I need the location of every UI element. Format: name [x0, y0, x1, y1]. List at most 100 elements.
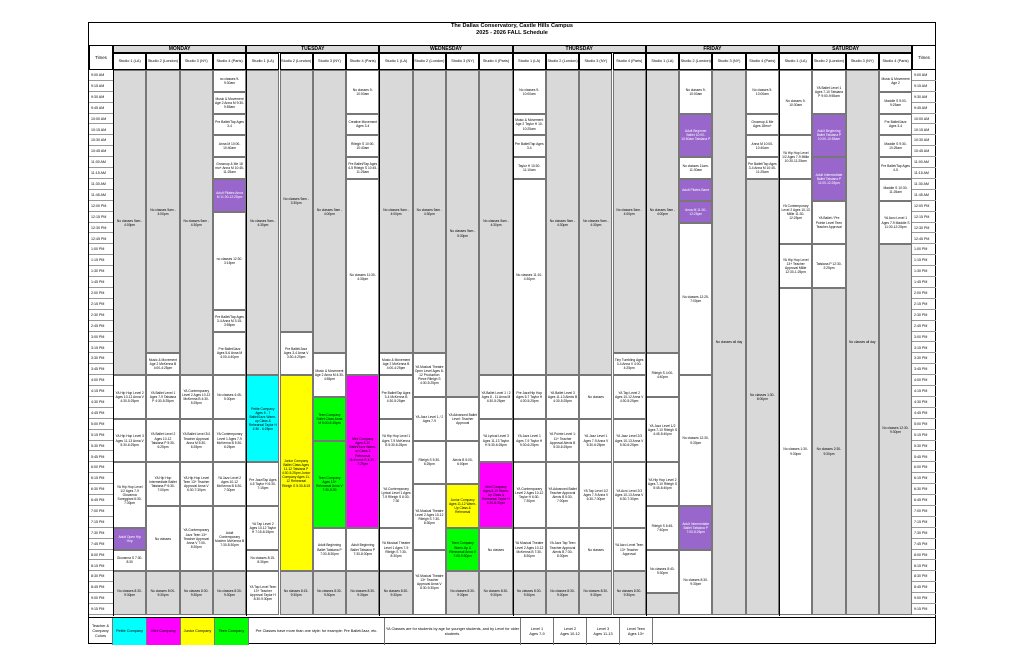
time-label: 12:30 PM — [912, 223, 936, 234]
time-label: 9:15 PM — [89, 604, 113, 615]
class-cell: No classes 8:15-8:30pm — [246, 549, 280, 572]
day-header-thursday: THURSDAY — [512, 45, 646, 53]
class-cell: Grownup & Me 18 mo+ Anna M 10:45-11:25am — [212, 157, 247, 179]
company-swatch: Petite Company — [113, 618, 147, 645]
class-cell: No classes 4:45-5:30pm — [212, 375, 247, 419]
footer: Teacher & Company Colors Petite Company M… — [89, 617, 935, 645]
time-label: 5:45 PM — [912, 452, 936, 463]
day-header-monday: MONDAY — [113, 45, 247, 53]
class-cell: No classes — [479, 527, 513, 572]
class-cell: YA Hip Hop Level 1/2 Ages 7-9 Millie 10:… — [779, 135, 813, 179]
time-label: 8:00 PM — [912, 550, 936, 561]
time-label: 5:30 PM — [89, 441, 113, 452]
class-cell: No classes 9am - 4:30pm — [412, 70, 446, 354]
studio-header: Studio 2 (London) — [146, 53, 180, 70]
class-cell: YA Contemporary Lyrical Level 1 Ages 7-9… — [379, 462, 413, 528]
class-cell: No classes 8:30-9:30pm — [113, 571, 147, 615]
class-cell: Music & Movement Age 2 Taylor H 10-10:25… — [512, 113, 546, 136]
class-cell: YA Jazz Level 1/2 Ages 7-10 Rileigh S 4:… — [645, 397, 680, 463]
class-cell: Pre Jazz/Hip Hop Ages 5-7 Taylor H 4:30-… — [512, 375, 546, 419]
page-subtitle: 2025 - 2026 FALL Schedule — [476, 30, 548, 36]
studio-header: Studio 1 (LA) — [645, 53, 680, 70]
class-cell: Adult Intermediate Ballet Tatsiana P 11:… — [812, 157, 846, 201]
class-cell: YA Tap Level Teen 13+ Teacher Approval T… — [246, 571, 280, 615]
class-cell: No classes — [146, 506, 180, 572]
class-cell: Rileigh S 5:30-6:25pm — [412, 440, 446, 485]
class-cell: No classes 9am - 4:30pm — [579, 70, 613, 376]
ya-classes-note: YA Classes are for students by age for y… — [385, 618, 521, 645]
class-cell: No classes 8:30-9:30pm — [679, 549, 713, 615]
studio-header: Studio 1 (LA) — [379, 53, 413, 70]
time-label: 4:00 PM — [89, 375, 113, 387]
class-cell: Music & Movement Age 2 McKenna B 4:00-4:… — [146, 353, 180, 376]
studio-header: Studio 1 (LA) — [512, 53, 546, 70]
time-label: 4:00 PM — [912, 375, 936, 387]
time-label: 8:45 PM — [912, 582, 936, 594]
class-cell: YA Contemporary Level 2 Ages 10-12 Taylo… — [512, 462, 546, 528]
class-cell: No classes — [579, 527, 613, 572]
time-label: 9:30 AM — [89, 92, 113, 103]
class-cell: No classes 9-10:30am — [779, 70, 813, 136]
time-label: 4:30 PM — [912, 397, 936, 408]
time-label: 3:15 PM — [89, 343, 113, 354]
time-label: 12:00 PM — [89, 201, 113, 212]
studio-header: Studio 1 (LA) — [779, 53, 813, 70]
class-cell: YA Ballet Level 3/4 Teacher Approval Ann… — [179, 418, 213, 463]
time-label: 9:15 AM — [912, 81, 936, 92]
class-cell: No classes 9-10:00am — [512, 70, 546, 114]
class-cell: Pre Ballet/Jazz Ages 3-4 — [878, 113, 913, 136]
class-cell: YA Ballet Level 1 Ages 7-10 Tatsiana P 9… — [812, 70, 846, 114]
time-label: 6:00 PM — [912, 462, 936, 474]
class-cell: YA Ballet / Pre Pointe Level Teen Teache… — [812, 200, 846, 245]
class-cell: YA Hip Hop Level 3 Ages 11-13 Anna V 5:3… — [113, 418, 147, 463]
time-label: 11:15 AM — [89, 168, 113, 179]
time-label: 6:15 PM — [912, 473, 936, 485]
class-cell: Tatsiana P 12:30-2:25pm — [812, 244, 846, 288]
class-cell: No classes 9am - 3:30pm — [279, 70, 313, 332]
time-label: 4:30 PM — [89, 397, 113, 408]
studio-header: Studio 2 (London) — [812, 53, 846, 70]
studio-header: Studio 3 (NY) — [845, 53, 879, 70]
time-label: 1:00 PM — [912, 244, 936, 256]
times-header-right: Times — [912, 45, 936, 70]
time-label: 1:45 PM — [912, 277, 936, 288]
class-cell: Adult Contemporary Modern McKenna B 7:30… — [212, 506, 247, 572]
class-cell: Anna M 11:30-12:25pm — [679, 200, 713, 223]
class-cell: Anna M 10:00-10:40am — [745, 135, 779, 158]
time-label: 7:00 PM — [912, 506, 936, 517]
time-label: 2:45 PM — [89, 321, 113, 332]
class-cell: Maddie S 9:00-9:25am — [878, 91, 913, 114]
class-cell: No classes 11:10-4:30pm — [512, 179, 546, 376]
time-label: 1:15 PM — [89, 255, 113, 267]
class-cell: Adult Beginner Ballet 10:00-10:50am Tats… — [679, 113, 713, 158]
time-label: 2:00 PM — [912, 288, 936, 299]
time-label: 9:00 PM — [89, 593, 113, 605]
studio-header: Studio 4 (Paris) — [612, 53, 646, 70]
class-cell: No classes 12:30-9:30pm — [878, 244, 913, 615]
level-entry: Level Teen Ages 13+ — [620, 618, 653, 645]
class-cell: No classes 11am-11:30am — [679, 157, 713, 179]
time-label: 3:45 PM — [912, 364, 936, 376]
class-cell: No classes 8:30-9:30pm — [346, 571, 380, 615]
class-cell: No classes 9am - 4:00pm — [612, 70, 646, 354]
class-cell: Giovanna S 7:30-8:30 — [113, 549, 147, 572]
class-cell: No classes — [579, 375, 613, 419]
studio-header: Studio 3 (NY) — [712, 53, 746, 70]
time-label: 9:15 PM — [912, 604, 936, 615]
class-cell: YA Musical Theatre Level 2 Ages 10-12 Mc… — [512, 527, 546, 572]
time-label: 3:00 PM — [89, 332, 113, 343]
class-cell: YA Musical Theatre Open Level Ages 8-12 … — [412, 353, 446, 397]
class-cell: No classes 8:30-9:30pm — [512, 571, 546, 615]
class-cell: YA Tap Level 2 Ages 10-12 Anna V 4:30-5:… — [612, 375, 646, 419]
class-cell: YA Jazz Tap Teen Teacher Approval Alexis… — [545, 527, 580, 572]
time-label: 9:00 PM — [912, 593, 936, 605]
class-cell: YA Hip Hop Intermediate Ballet Tatsiana … — [146, 462, 180, 506]
class-cell: YA Contemporary Jazz Teen 13+ Teacher Ap… — [179, 506, 213, 572]
class-cell: Rileigh S 10:00-10:40am — [346, 135, 380, 158]
class-cell: Adult Open Hip Hop — [113, 527, 147, 550]
class-cell: YA Ballet Level 2 Ages 10-12 Tatsiana P … — [146, 418, 180, 463]
class-cell: No classes 8:30-9:30pm — [179, 571, 213, 615]
time-label: 12:30 PM — [89, 223, 113, 234]
studio-header: Studio 2 (London) — [412, 53, 446, 70]
class-cell: no classes 12:30-3:15pm — [212, 211, 247, 310]
